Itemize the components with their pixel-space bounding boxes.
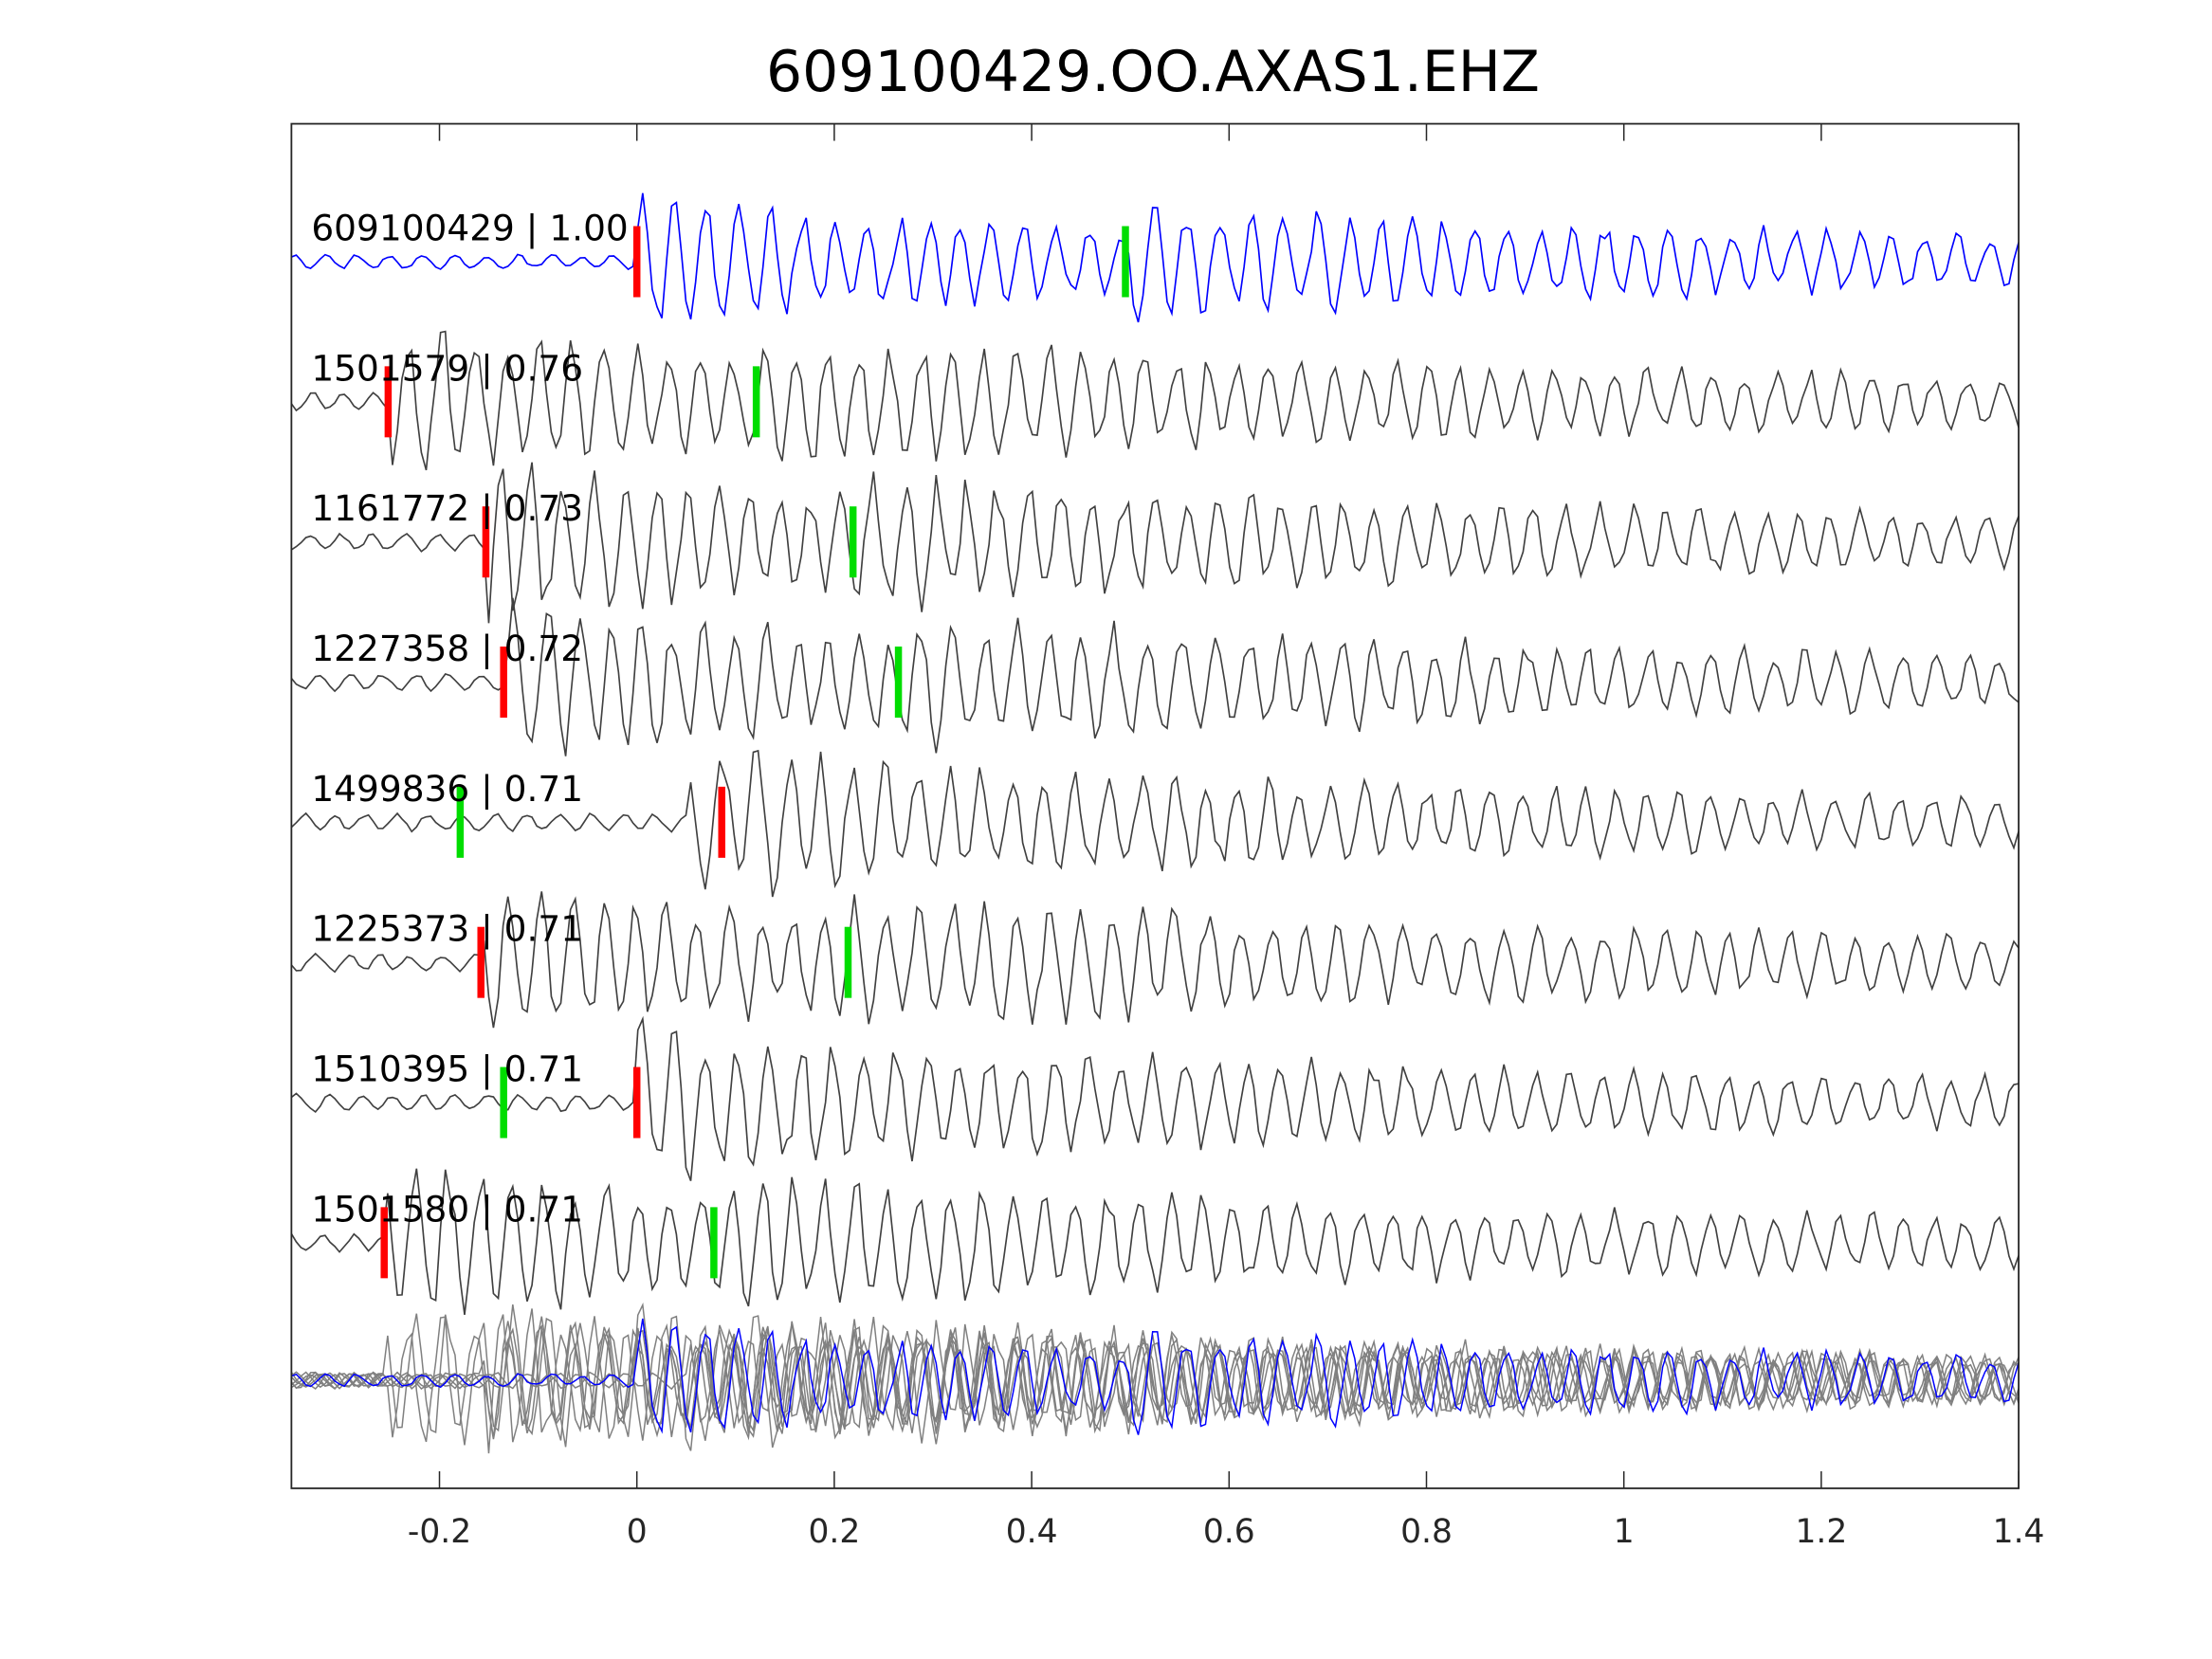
waveform-trace — [291, 192, 2020, 323]
trace-label: 1225373 | 0.71 — [311, 908, 583, 951]
x-tick-label: 0.8 — [1400, 1513, 1453, 1551]
picks — [380, 226, 1129, 1279]
chart-title: 609100429.OO.AXAS1.EHZ — [766, 39, 1540, 105]
waveform-trace — [290, 1168, 2020, 1315]
s-pick-marker — [844, 926, 852, 998]
s-pick-marker — [710, 1207, 718, 1279]
stack-trace — [290, 1313, 2020, 1446]
s-pick-marker — [894, 647, 903, 719]
p-pick-marker — [482, 506, 490, 578]
trace-label: 609100429 | 1.00 — [311, 208, 628, 250]
stack-trace — [290, 1316, 2020, 1440]
stack-template-trace — [291, 1318, 2020, 1435]
x-tick-label: -0.2 — [408, 1513, 471, 1551]
waveform-trace — [290, 330, 2020, 471]
x-tick-label: 1.2 — [1795, 1513, 1847, 1551]
s-pick-marker — [500, 1066, 507, 1139]
trace-label: 1501579 | 0.76 — [311, 347, 583, 390]
p-pick-marker — [477, 926, 484, 998]
s-pick-marker — [456, 786, 465, 858]
stack-trace — [290, 1304, 2020, 1448]
axes-box — [290, 122, 2020, 1489]
p-pick-marker — [500, 647, 507, 719]
trace-label: 1510395 | 0.71 — [311, 1048, 583, 1091]
x-axis: -0.2 0 0.2 0.4 0.6 0.8 1 1.2 1.4 — [408, 123, 2045, 1551]
waveform-trace — [290, 597, 2020, 757]
x-tick-label: 0.2 — [808, 1513, 860, 1551]
s-pick-marker — [1122, 226, 1129, 298]
p-pick-marker — [718, 786, 725, 858]
trace-label: 1501580 | 0.71 — [311, 1188, 583, 1231]
x-tick-label: 0 — [627, 1513, 648, 1551]
p-pick-marker — [384, 366, 393, 438]
trace-label: 1499836 | 0.71 — [311, 768, 583, 811]
p-pick-marker — [632, 226, 641, 298]
traces — [290, 192, 2020, 1315]
s-pick-marker — [752, 366, 760, 438]
waveform-trace — [290, 462, 2020, 624]
trace-labels: 609100429 | 1.00 1501579 | 0.76 1161772 | … — [311, 208, 628, 1231]
waveform-trace — [290, 1015, 2020, 1181]
x-tick-label: 1.4 — [1993, 1513, 2045, 1551]
p-pick-marker — [632, 1066, 641, 1139]
trace-label: 1161772 | 0.73 — [311, 487, 583, 530]
x-tick-label: 0.4 — [1006, 1513, 1058, 1551]
stack-overlay — [290, 1302, 2020, 1454]
x-tick-label: 1 — [1614, 1513, 1635, 1551]
trace-label: 1227358 | 0.72 — [311, 628, 583, 670]
waveform-trace — [290, 891, 2020, 1029]
x-tick-label: 0.6 — [1203, 1513, 1255, 1551]
waveform-trace — [290, 749, 2020, 898]
s-pick-marker — [849, 506, 857, 578]
p-pick-marker — [380, 1207, 388, 1279]
